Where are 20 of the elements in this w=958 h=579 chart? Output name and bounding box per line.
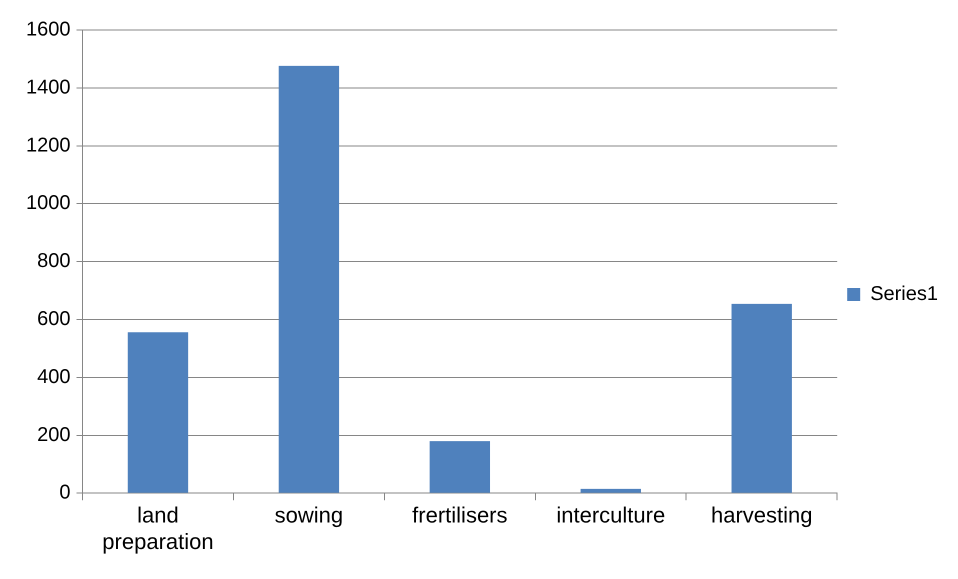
legend-label: Series1 [870,283,938,306]
x-tick-label: land preparation [102,502,214,554]
bar [128,332,188,493]
bar [278,66,340,493]
y-tick-label: 1600 [26,18,70,41]
x-tick-label: interculture [556,502,666,528]
y-tick-label: 1400 [26,76,70,98]
y-tick-label: 0 [59,482,70,504]
bar [732,304,792,493]
y-tick-label: 400 [37,366,70,388]
bar [580,488,641,493]
x-tick-label: sowing [274,502,344,528]
x-tick-label: frertilisers [412,502,508,528]
y-tick-label: 800 [37,250,70,272]
y-tick-label: 1200 [26,134,70,156]
y-tick-label: 1000 [26,192,70,214]
x-tick-label: harvesting [710,502,812,528]
y-tick-label: 600 [37,308,70,330]
bar [430,441,490,493]
y-tick-label: 200 [37,424,70,446]
